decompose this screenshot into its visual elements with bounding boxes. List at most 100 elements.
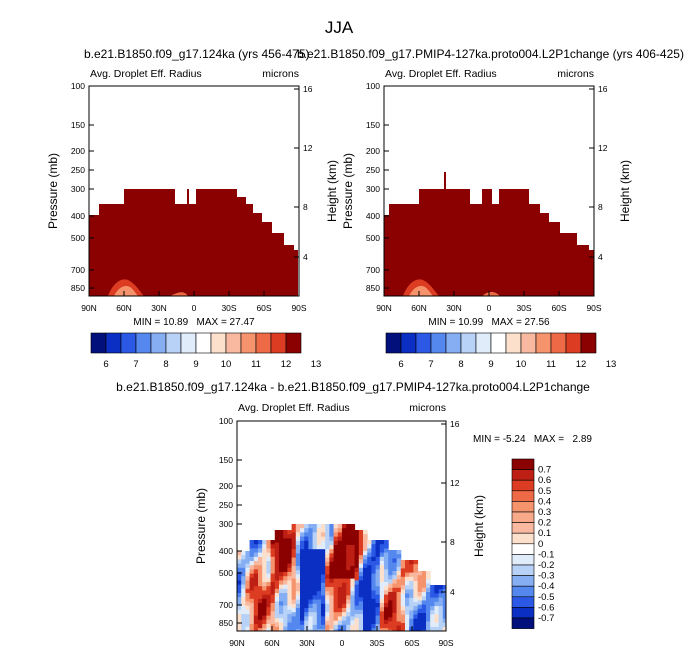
field-cell xyxy=(241,630,246,631)
field-cell xyxy=(350,570,356,575)
field-cell xyxy=(283,588,288,594)
field-cell xyxy=(354,601,360,607)
field-cell xyxy=(266,569,272,575)
field-cell xyxy=(434,589,440,594)
field-cell xyxy=(291,578,297,584)
panel-1-ytick: 700 xyxy=(71,265,85,275)
field-cell xyxy=(270,556,276,562)
field-cell xyxy=(291,561,297,567)
field-cell xyxy=(249,565,255,570)
field-cell xyxy=(346,591,351,596)
field-cell xyxy=(350,624,356,630)
field-cell xyxy=(379,561,385,566)
field-cell xyxy=(237,626,242,631)
field-cell xyxy=(262,615,267,621)
field-cell xyxy=(274,530,280,535)
field-cell xyxy=(329,578,335,584)
field-cell xyxy=(333,528,339,533)
field-cell xyxy=(295,620,301,626)
field-cell xyxy=(283,618,288,623)
field-cell xyxy=(321,540,326,546)
field-cell xyxy=(279,584,284,590)
field-cell xyxy=(237,605,242,611)
field-cell xyxy=(346,587,351,592)
colorbar-label: 0.4 xyxy=(538,496,551,507)
field-cell xyxy=(342,608,347,613)
field-cell xyxy=(258,540,263,545)
colorbar-box xyxy=(120,332,137,354)
field-cell xyxy=(283,546,288,552)
field-cell xyxy=(358,555,364,560)
field-cell xyxy=(245,555,251,560)
field-cell xyxy=(346,595,351,601)
field-cell xyxy=(325,624,330,630)
field-cell xyxy=(388,579,393,585)
field-cell xyxy=(308,608,314,613)
field-cell xyxy=(413,589,419,595)
field-cell xyxy=(308,624,314,630)
field-cell xyxy=(358,593,364,598)
field-cell xyxy=(312,570,318,575)
field-cell xyxy=(400,576,406,582)
panel-3-xtick: 90N xyxy=(229,638,245,648)
field-cell xyxy=(291,524,297,529)
field-cell xyxy=(392,596,398,601)
field-cell xyxy=(346,566,351,571)
field-cell xyxy=(287,614,293,619)
field-cell xyxy=(350,591,356,596)
panel-3-ytick: 150 xyxy=(219,455,233,465)
field-cell xyxy=(237,580,242,586)
field-cell xyxy=(337,561,343,567)
field-cell xyxy=(400,568,406,574)
field-cell xyxy=(421,596,427,601)
field-cell xyxy=(245,609,251,615)
field-cell xyxy=(312,566,318,571)
field-cell xyxy=(266,628,272,631)
field-cell xyxy=(295,549,301,554)
field-cell xyxy=(258,598,263,604)
field-cell xyxy=(375,561,381,566)
field-cell xyxy=(350,595,356,601)
panel-2-right-label: microns xyxy=(557,68,594,80)
panel-1-xtick: 30S xyxy=(221,303,236,313)
field-cell xyxy=(342,536,347,542)
field-cell xyxy=(304,595,309,601)
field-cell xyxy=(400,623,406,628)
field-cell xyxy=(279,534,284,539)
field-cell xyxy=(308,612,314,617)
field-cell xyxy=(405,623,410,628)
field-cell xyxy=(321,528,326,533)
field-cell xyxy=(321,532,326,538)
field-cell xyxy=(287,538,293,544)
field-cell xyxy=(300,528,305,533)
field-cell xyxy=(375,598,381,604)
field-cell xyxy=(379,598,385,604)
field-cell xyxy=(333,549,339,554)
field-cell xyxy=(262,586,267,591)
field-cell xyxy=(342,566,347,571)
field-cell xyxy=(241,618,246,623)
colorbar-box xyxy=(475,332,492,354)
field-cell xyxy=(346,532,351,538)
field-cell xyxy=(321,545,326,550)
field-cell xyxy=(312,549,318,554)
panel-3-field xyxy=(237,524,446,631)
field-cell xyxy=(379,624,385,629)
field-cell xyxy=(312,591,318,596)
field-cell xyxy=(400,581,406,586)
field-cell xyxy=(438,610,444,615)
field-cell xyxy=(266,594,272,600)
colorbar-box xyxy=(511,617,535,629)
panel-2-cloud-region xyxy=(384,172,594,296)
field-cell xyxy=(384,552,389,558)
field-cell xyxy=(434,606,440,611)
panel-1-ylabel: Pressure (mb) xyxy=(46,153,60,229)
field-cell xyxy=(241,588,246,594)
field-cell xyxy=(253,582,259,587)
panel-2-title: b.e21.B1850.f09_g17.PMIP4-127ka.proto004… xyxy=(297,47,684,61)
field-cell xyxy=(300,553,305,559)
field-cell xyxy=(417,608,423,614)
field-cell xyxy=(295,587,301,592)
field-cell xyxy=(262,598,267,604)
field-cell xyxy=(363,622,368,628)
